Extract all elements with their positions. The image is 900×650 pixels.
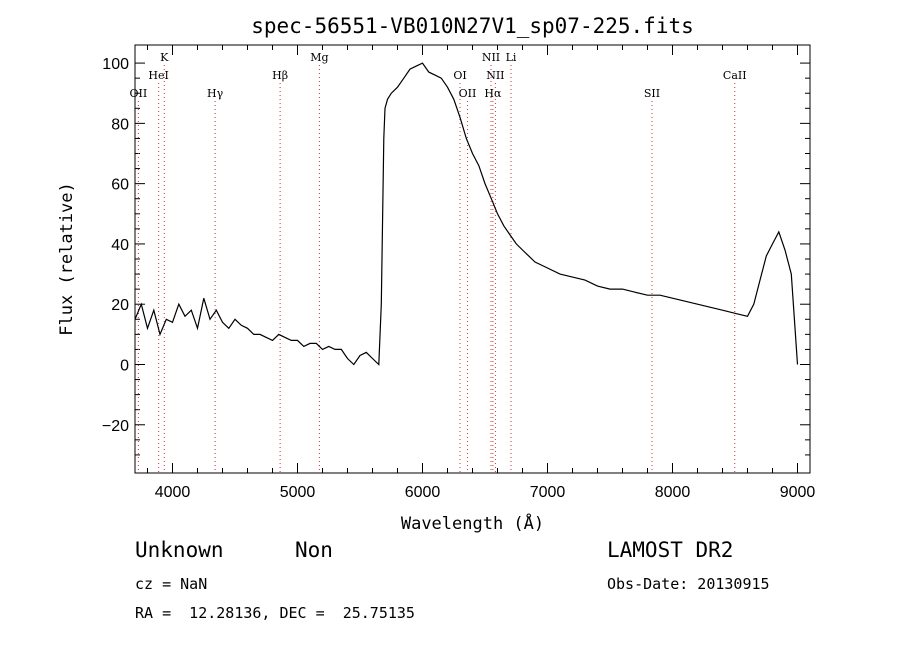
x-axis-label: Wavelength (Å) [401,512,544,534]
line-marker-label: K [160,51,169,64]
obs-date-label: Obs-Date: 20130915 [607,575,770,593]
x-tick-label: 8000 [655,484,691,501]
coordinates-label: RA = 12.28136, DEC = 25.75135 [135,604,415,622]
x-tick-label: 6000 [405,484,441,501]
line-marker-label: SII [644,87,660,100]
survey-label: LAMOST DR2 [607,538,734,562]
x-tick-label: 4000 [155,484,191,501]
line-marker-label: Hβ [272,69,288,82]
line-marker-label: NII [482,51,500,64]
plot-frame [134,44,811,474]
y-axis-label: Flux (relative) [57,182,77,336]
x-tick-label: 7000 [530,484,566,501]
line-marker-label: Li [506,51,517,64]
chart-title: spec-56551-VB010N27V1_sp07-225.fits [251,14,694,38]
line-marker-label: Hα [484,87,502,100]
y-tick-label: −20 [102,418,129,435]
y-tick-label: 40 [111,237,129,254]
line-marker-label: Hγ [207,87,224,100]
subclass-label: Non [295,538,333,562]
y-tick-label: 100 [102,56,129,73]
class-label: Unknown [135,538,224,562]
y-tick-label: 60 [111,177,129,194]
line-marker-label: Mg [310,51,328,64]
redshift-label: cz = NaN [135,575,208,593]
line-marker-label: OII [130,87,148,100]
line-marker-label: CaII [723,69,747,82]
y-tick-label: 80 [111,116,129,133]
line-marker-label: NII [486,69,504,82]
x-tick-label: 9000 [780,484,816,501]
y-tick-label: 20 [111,297,129,314]
x-tick-label: 5000 [280,484,316,501]
line-marker-label: OII [459,87,477,100]
line-marker-label: OI [453,69,466,82]
y-tick-label: 0 [120,357,129,374]
spectrum-line [135,62,799,366]
line-marker-label: HeI [148,69,168,82]
